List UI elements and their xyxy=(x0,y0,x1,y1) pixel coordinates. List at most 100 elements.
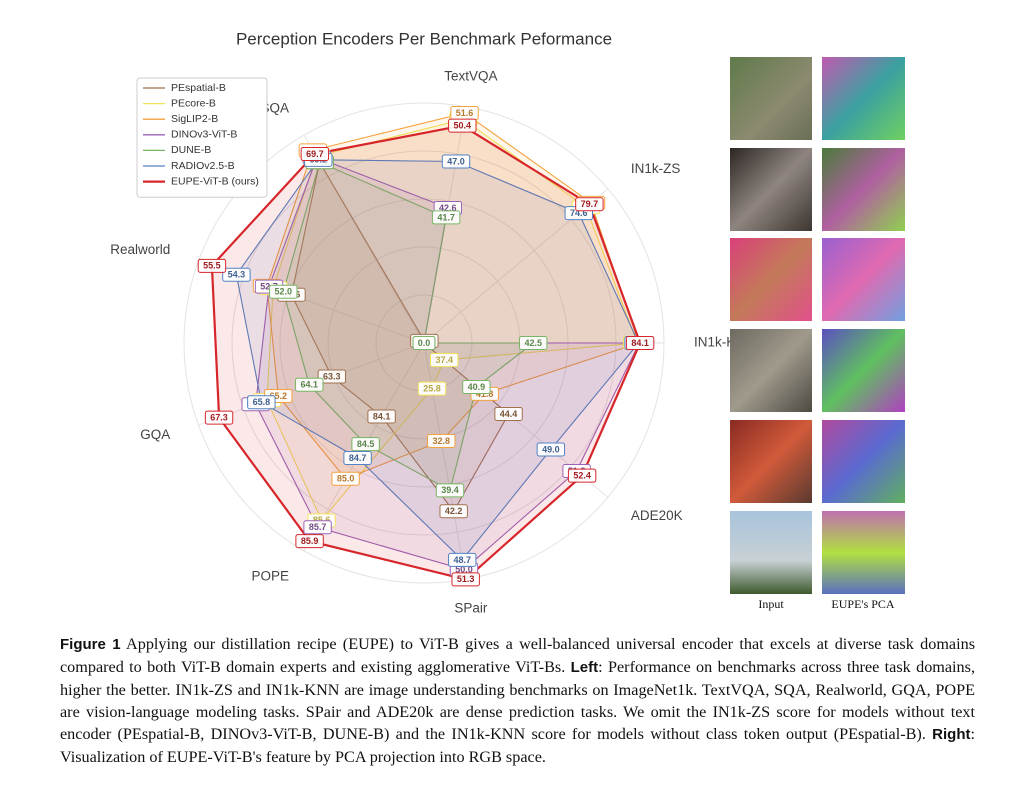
value-label-box xyxy=(295,534,324,549)
pca-image xyxy=(822,238,905,321)
value-label: 48.7 xyxy=(453,555,471,565)
value-label-box xyxy=(197,258,227,273)
value-label: 51.3 xyxy=(457,574,475,584)
value-label: 74.6 xyxy=(570,208,588,218)
input-image xyxy=(730,57,812,140)
legend-label: SigLIP2-B xyxy=(171,113,218,125)
value-label-box xyxy=(300,146,330,161)
pca-image xyxy=(822,329,905,412)
value-label: 50.0 xyxy=(455,565,473,575)
legend-label: RADIOv2.5-B xyxy=(171,160,235,172)
caption-keyword: Right xyxy=(932,726,971,743)
value-label-box xyxy=(317,369,347,384)
input-image xyxy=(730,511,812,594)
value-label-box xyxy=(247,395,276,410)
input-image xyxy=(730,329,812,412)
value-label: 39.4 xyxy=(441,485,459,495)
value-label: 65.8 xyxy=(253,397,271,407)
value-label: 42.6 xyxy=(439,203,457,213)
series-polygon xyxy=(282,161,535,492)
value-label-box xyxy=(519,336,548,350)
value-label: 42.2 xyxy=(445,506,463,516)
value-label: 25.8 xyxy=(423,384,441,394)
value-label-box xyxy=(303,520,332,535)
value-label: 52.7 xyxy=(260,281,278,291)
caption-keyword: Left xyxy=(570,659,599,676)
legend-label: PEspatial-B xyxy=(171,82,226,94)
legend-label: DINOv3-ViT-B xyxy=(171,129,237,141)
value-label-box xyxy=(367,409,396,424)
value-label-box xyxy=(412,336,436,350)
value-label-box xyxy=(431,210,461,225)
column-label: EUPE's PCA xyxy=(831,597,895,611)
legend-label: PEcore-B xyxy=(171,97,216,109)
value-label: 52.0 xyxy=(275,287,293,297)
value-label-box xyxy=(462,379,491,394)
legend-box xyxy=(136,77,268,198)
value-label: 55.5 xyxy=(203,261,221,271)
value-label-box xyxy=(222,267,251,282)
value-label: 84.7 xyxy=(349,453,367,463)
column-label: Input xyxy=(758,597,784,611)
value-label: 84.5 xyxy=(357,439,375,449)
axis-label: ADE20K xyxy=(631,508,683,523)
input-image xyxy=(730,148,812,231)
pca-image xyxy=(822,148,905,231)
value-label-box xyxy=(451,572,480,587)
value-label-box xyxy=(439,504,468,519)
axis-label: TextVQA xyxy=(444,69,497,84)
value-label: 42.5 xyxy=(524,338,542,348)
value-label: 65.2 xyxy=(269,391,287,401)
value-label-box xyxy=(536,442,566,457)
value-label-box xyxy=(448,552,477,567)
value-label: 63.3 xyxy=(323,371,341,381)
value-label-box xyxy=(448,118,477,133)
axis-label: GQA xyxy=(140,427,170,442)
value-label: 44.4 xyxy=(500,409,518,419)
value-label-box xyxy=(567,468,597,483)
value-label-box xyxy=(351,437,380,452)
value-label: 37.4 xyxy=(435,355,453,365)
input-image xyxy=(730,238,812,321)
value-label: 67.3 xyxy=(210,412,228,422)
value-label: 85.7 xyxy=(309,522,327,532)
series-polygon xyxy=(210,124,642,581)
value-label-box xyxy=(343,451,372,466)
value-label-box xyxy=(575,197,604,212)
axis-label: Realworld xyxy=(110,242,170,257)
value-label-box xyxy=(204,410,234,425)
value-label: 49.0 xyxy=(542,444,560,454)
caption-text: Applying our distillation recipe (EUPE) … xyxy=(60,635,975,676)
value-label: 84.1 xyxy=(373,411,391,421)
value-label: 85.6 xyxy=(313,515,331,525)
value-label: 52.4 xyxy=(573,471,591,481)
pca-image xyxy=(822,511,905,594)
caption-text: : Performance on benchmarks across three… xyxy=(60,658,975,743)
axis-label: SPair xyxy=(454,600,488,615)
value-label-box xyxy=(494,406,523,421)
value-label: 32.8 xyxy=(433,436,451,446)
value-label-box xyxy=(430,352,459,367)
caption: Figure 1 Applying our distillation recip… xyxy=(60,633,975,768)
axis-label: IN1k-ZS xyxy=(631,161,681,176)
image-grid: Input EUPE's PCA xyxy=(730,57,905,611)
value-label: 84.1 xyxy=(631,338,649,348)
value-label-box xyxy=(625,336,655,350)
figure: Perception Encoders Per Benchmark Peform… xyxy=(110,29,905,616)
value-label: 64.1 xyxy=(300,380,318,390)
value-label-box xyxy=(417,381,447,396)
value-label: 79.7 xyxy=(581,199,599,209)
input-image xyxy=(730,420,812,503)
axis-label: POPE xyxy=(251,568,289,583)
value-label: 85.9 xyxy=(301,536,319,546)
value-label: 47.0 xyxy=(447,156,465,166)
legend-label: DUNE-B xyxy=(171,144,211,156)
radar-plot: IN1k-KNNIN1k-ZSTextVQASQARealworldGQAPOP… xyxy=(110,69,755,616)
value-label: 51.6 xyxy=(456,108,474,118)
axis-label: SQA xyxy=(260,101,289,116)
value-label: 40.9 xyxy=(468,382,486,392)
pca-image xyxy=(822,57,905,140)
figure-label: Figure 1 xyxy=(60,636,121,653)
chart-title: Perception Encoders Per Benchmark Peform… xyxy=(236,29,612,48)
